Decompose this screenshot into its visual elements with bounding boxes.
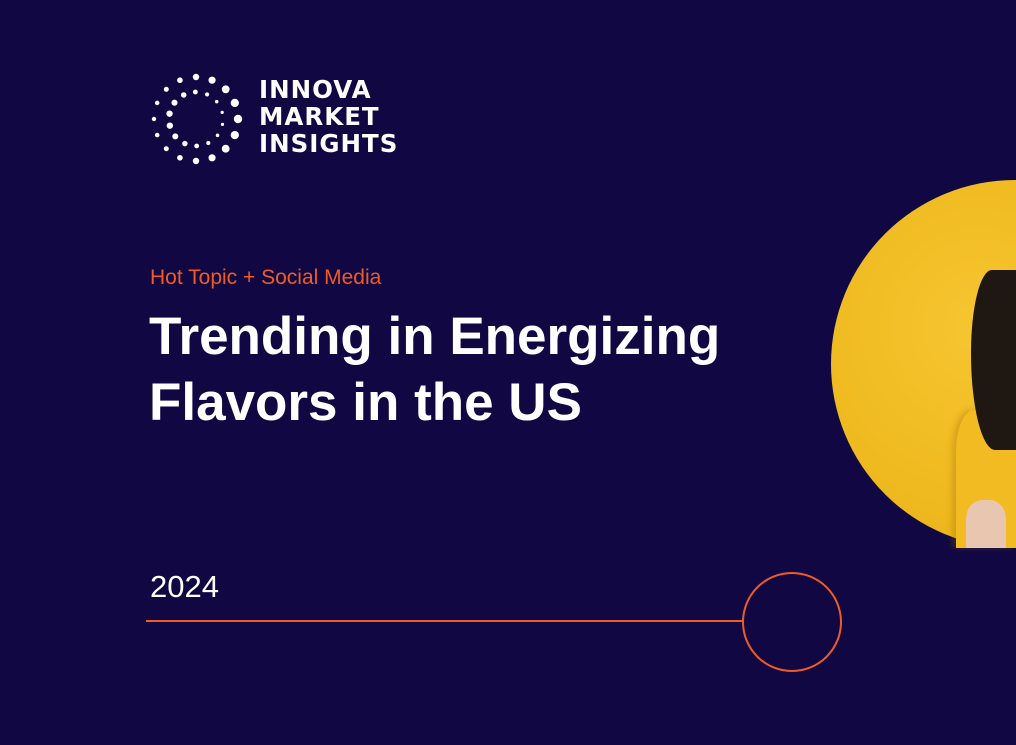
logo-line-2: MARKET: [259, 102, 380, 131]
logo-dot: [177, 77, 183, 84]
logo-dot: [230, 98, 239, 108]
logo-dot: [192, 73, 200, 81]
innova-logo: INNOVA MARKET INSIGHTS: [148, 72, 418, 167]
logo-dot: [172, 133, 179, 140]
photo-hair: [971, 270, 1016, 450]
logo-dot: [180, 92, 187, 98]
logo-dot: [214, 99, 219, 104]
logo-dot: [192, 89, 198, 95]
logo-dot: [215, 133, 220, 138]
title-line-2: Flavors in the US: [149, 373, 582, 432]
logo-dot: [220, 110, 224, 114]
title-line-1: Trending in Energizing: [149, 307, 721, 366]
logo-dot: [163, 146, 169, 152]
logo-dot: [221, 144, 230, 153]
logo-dot: [208, 76, 216, 84]
slide-year: 2024: [150, 569, 219, 604]
logo-line-1: INNOVA: [259, 75, 372, 104]
logo-dot: [194, 143, 200, 149]
logo-dot: [154, 100, 160, 106]
logo-dot: [171, 99, 178, 106]
accent-circle-outline: [742, 572, 842, 672]
slide-kicker: Hot Topic + Social Media: [150, 266, 382, 289]
logo-dot: [166, 122, 174, 129]
logo-dot: [206, 140, 211, 146]
logo-dot: [151, 116, 157, 122]
logo-dot: [166, 110, 173, 117]
logo-dot: [154, 132, 160, 138]
logo-dot: [221, 85, 230, 94]
accent-divider-line: [146, 620, 743, 622]
slide-title: Trending in Energizing Flavors in the US: [149, 304, 720, 436]
logo-dot: [230, 130, 239, 140]
logo-line-3: INSIGHTS: [259, 129, 399, 158]
logo-dot: [177, 154, 183, 161]
logo-dot: [192, 157, 200, 165]
logo-dot: [163, 86, 169, 92]
logo-dot: [233, 114, 243, 124]
logo-dot: [220, 122, 225, 126]
logo-dot: [205, 92, 210, 97]
logo-dot: [182, 140, 188, 147]
logo-wordmark: INNOVA MARKET INSIGHTS: [259, 76, 398, 157]
logo-dot: [208, 154, 216, 162]
dotted-ring-logo-icon: [151, 73, 243, 165]
photo-arm: [966, 500, 1006, 548]
hero-photo-woman-yellow-background: [831, 180, 1016, 548]
